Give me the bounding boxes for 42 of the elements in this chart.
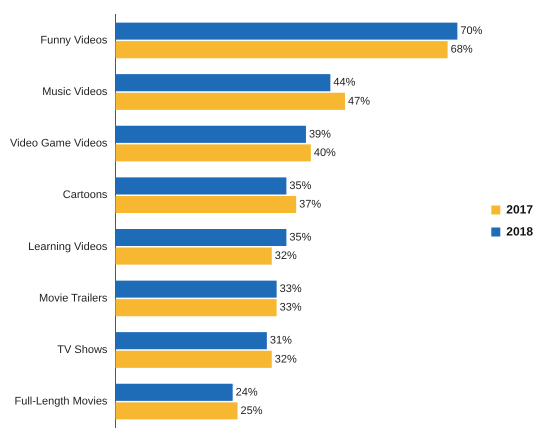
- bar: [115, 92, 346, 110]
- y-tick-label: Full-Length Movies: [14, 396, 108, 408]
- data-label: 35%: [289, 232, 312, 244]
- y-tick-label: Learning Videos: [28, 240, 108, 253]
- data-label: 33%: [280, 283, 302, 296]
- y-tick-label: Funny Videos: [40, 34, 108, 46]
- data-label: 70%: [460, 25, 483, 38]
- data-label: 32%: [274, 353, 297, 366]
- data-label: 31%: [270, 334, 292, 347]
- bar: [115, 41, 448, 58]
- data-label: 39%: [308, 128, 332, 140]
- bar: [115, 299, 277, 316]
- data-label: 47%: [348, 95, 370, 108]
- data-label: 32%: [274, 250, 297, 262]
- data-label: 37%: [299, 198, 322, 211]
- bar: [115, 248, 272, 265]
- data-label: 44%: [333, 76, 356, 89]
- data-label: 35%: [289, 180, 312, 192]
- bar: [115, 177, 286, 194]
- y-tick-label: Music Videos: [42, 86, 108, 98]
- bar: [115, 332, 267, 350]
- data-label: 24%: [236, 386, 258, 398]
- bar: [115, 74, 330, 92]
- y-tick-label: Movie Trailers: [38, 292, 108, 304]
- data-label: 40%: [314, 146, 336, 159]
- legend-label: 2018: [506, 224, 534, 238]
- y-tick-label: Video Game Videos: [10, 138, 108, 150]
- y-tick-label: Cartoons: [62, 189, 108, 202]
- bar: [115, 402, 238, 420]
- bar: [115, 350, 272, 368]
- bar: [115, 384, 233, 401]
- data-label: 68%: [450, 44, 473, 56]
- legend-label: 2017: [506, 202, 534, 216]
- data-label: 25%: [240, 404, 263, 417]
- bar: [115, 144, 311, 162]
- bar: [115, 22, 458, 40]
- bar: [115, 126, 306, 143]
- y-tick-label: TV Shows: [57, 344, 108, 356]
- bar: [115, 228, 286, 246]
- data-label: 33%: [280, 302, 302, 314]
- bar: [115, 196, 296, 214]
- bar: [115, 280, 277, 298]
